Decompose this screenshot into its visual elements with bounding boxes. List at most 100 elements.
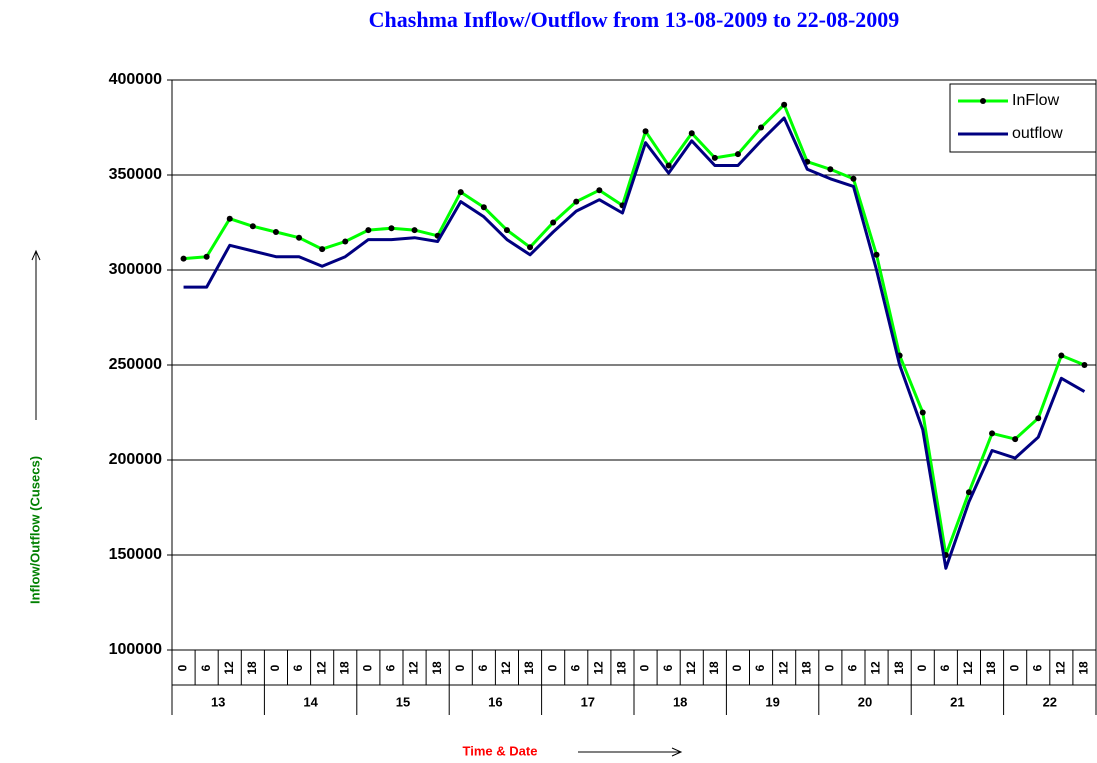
x-tick-label: 18	[799, 661, 813, 675]
x-tick-label: 6	[753, 664, 767, 671]
x-group-label: 17	[581, 694, 595, 709]
x-tick-label: 0	[361, 664, 375, 671]
x-group-label: 13	[211, 694, 225, 709]
y-tick-label: 250000	[109, 356, 162, 373]
x-tick-label: 0	[453, 664, 467, 671]
legend	[949, 83, 1097, 153]
data-point	[827, 166, 834, 173]
x-tick-label: 12	[684, 661, 698, 675]
data-point	[596, 187, 603, 194]
x-group-label: 19	[765, 694, 779, 709]
data-point	[665, 162, 672, 169]
data-point	[480, 204, 487, 211]
x-group-label: 22	[1043, 694, 1057, 709]
x-tick-label: 18	[892, 661, 906, 675]
data-point	[203, 253, 210, 260]
x-group-label: 20	[858, 694, 872, 709]
data-point	[1058, 352, 1065, 359]
data-point	[226, 215, 233, 222]
data-point	[296, 234, 303, 241]
x-tick-label: 0	[730, 664, 744, 671]
data-point	[365, 227, 372, 234]
x-tick-label: 0	[915, 664, 929, 671]
y-tick-label: 200000	[109, 451, 162, 468]
x-tick-label: 0	[1007, 664, 1021, 671]
y-tick-label: 150000	[109, 546, 162, 563]
legend-label: InFlow	[1012, 92, 1060, 109]
series-line	[183, 103, 1086, 557]
x-tick-label: 18	[245, 661, 259, 675]
x-tick-label: 6	[661, 664, 675, 671]
data-point	[573, 198, 580, 205]
data-point	[850, 175, 857, 182]
x-group-label: 15	[396, 694, 410, 709]
x-tick-label: 0	[638, 664, 652, 671]
x-tick-label: 18	[522, 661, 536, 675]
legend-marker	[980, 98, 986, 104]
data-point	[319, 246, 326, 253]
data-point	[642, 128, 649, 135]
data-point	[781, 101, 788, 108]
y-tick-label: 350000	[109, 166, 162, 183]
data-point	[919, 409, 926, 416]
x-tick-label: 0	[823, 664, 837, 671]
x-tick-label: 6	[1030, 664, 1044, 671]
y-tick-label: 300000	[109, 261, 162, 278]
x-tick-label: 6	[938, 664, 952, 671]
data-point	[688, 130, 695, 137]
x-group-label: 14	[303, 694, 318, 709]
x-tick-label: 12	[314, 661, 328, 675]
x-arrow	[578, 747, 683, 757]
x-tick-label: 12	[222, 661, 236, 675]
x-group-label: 21	[950, 694, 964, 709]
y-arrow	[31, 249, 41, 420]
y-axis-label: Inflow/Outflow (Cusecs)	[27, 456, 42, 604]
x-tick-label: 0	[268, 664, 282, 671]
data-point	[180, 255, 187, 262]
x-tick-label: 6	[568, 664, 582, 671]
x-tick-label: 12	[961, 661, 975, 675]
x-tick-label: 12	[1054, 661, 1068, 675]
data-point	[249, 223, 256, 230]
chart-title: Chashma Inflow/Outflow from 13-08-2009 t…	[369, 7, 900, 32]
y-tick-label: 400000	[109, 71, 162, 88]
legend-label: outflow	[1012, 125, 1063, 142]
data-point	[457, 189, 464, 196]
data-point	[550, 219, 557, 226]
x-tick-label: 12	[592, 661, 606, 675]
x-tick-label: 6	[846, 664, 860, 671]
data-point	[989, 430, 996, 437]
x-group-label: 18	[673, 694, 687, 709]
x-tick-label: 12	[407, 661, 421, 675]
x-group-label: 16	[488, 694, 502, 709]
data-point	[734, 151, 741, 158]
data-point	[711, 154, 718, 161]
data-point	[1081, 362, 1088, 368]
data-point	[873, 251, 880, 258]
x-tick-label: 0	[545, 664, 559, 671]
data-point	[965, 489, 972, 496]
x-tick-label: 6	[199, 664, 213, 671]
x-tick-label: 6	[384, 664, 398, 671]
data-point	[342, 238, 349, 245]
data-point	[411, 227, 418, 234]
x-tick-label: 6	[476, 664, 490, 671]
y-tick-label: 100000	[109, 641, 162, 658]
data-point	[503, 227, 510, 234]
series-line	[183, 116, 1086, 570]
x-tick-label: 18	[984, 661, 998, 675]
x-tick-label: 18	[430, 661, 444, 675]
data-point	[758, 124, 765, 131]
data-point	[272, 229, 279, 235]
data-point	[388, 225, 395, 232]
x-tick-label: 18	[337, 661, 351, 675]
x-tick-label: 18	[707, 661, 721, 675]
x-tick-label: 12	[776, 661, 790, 675]
data-point	[527, 244, 534, 251]
x-tick-label: 18	[1077, 661, 1091, 675]
x-axis-label: Time & Date	[463, 743, 538, 758]
x-tick-label: 0	[176, 664, 190, 671]
x-tick-label: 12	[869, 661, 883, 675]
data-point	[1035, 415, 1042, 422]
